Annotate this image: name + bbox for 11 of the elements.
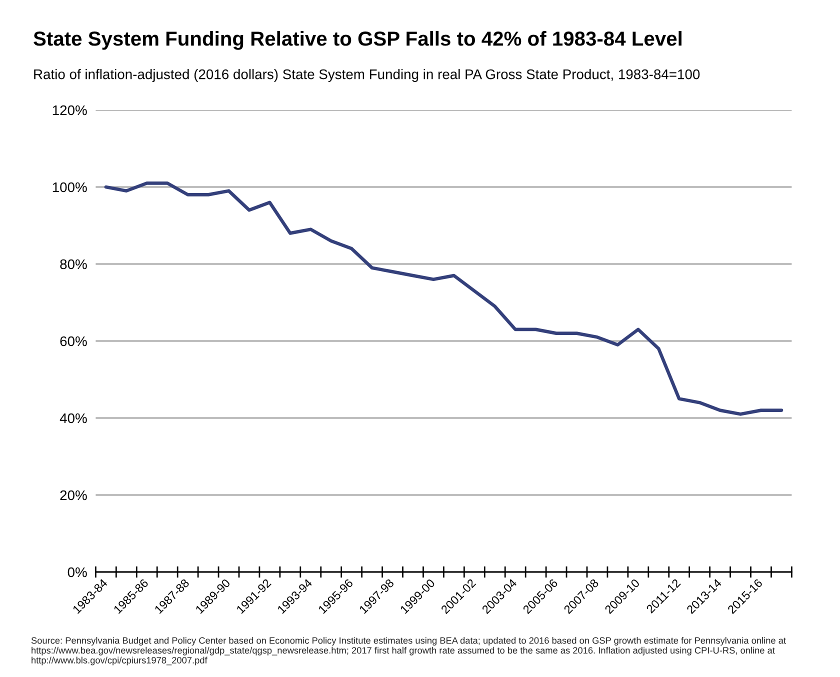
source-note: Source: Pennsylvania Budget and Policy Center based on Economic Policy Institute estimates using BEA data; updated to 2016 based on GSP growth estimate for Pennsylvania online at https://www.bea.gov/newsreleases/regional/gdp_state/qgsp_newsrelease.htm; 2017 first half growth rate assumed to be the same as 2016. Inflation adjusted using CPI-U-RS, online at http://www.bls.gov/cpi/cpiurs1978_2007.pdf [31,637,786,666]
y-tick-label: 100% [52,182,87,192]
y-tick-label: 0% [68,567,87,578]
y-tick-label: 80% [60,259,87,270]
chart-title: State System Funding Relative to GSP Falls to 42% of 1983-84 Level [34,31,682,50]
line-series [104,181,784,416]
y-tick-label: 120% [52,105,87,116]
y-tick-label: 40% [60,413,87,424]
y-tick-label: 20% [60,490,87,500]
y-tick-label: 60% [60,336,87,346]
chart-subtitle: Ratio of inflation-adjusted (2016 dollars) State System Funding in real PA Gross State Product, 1983-84=100 [34,69,700,82]
